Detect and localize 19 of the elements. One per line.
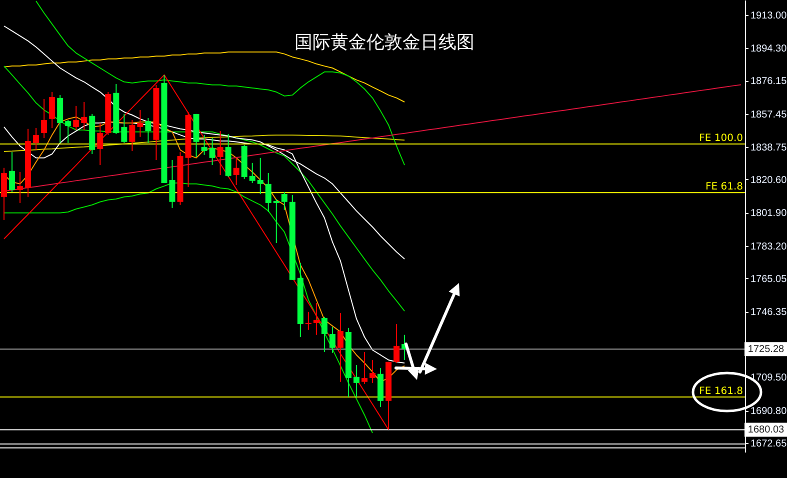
y-tick-label: 1801.90	[750, 208, 787, 220]
ref-line-label: 1680.03	[748, 424, 785, 436]
y-tick-label: 1690.80	[750, 406, 787, 418]
ref-line-label: FE 100.0	[699, 133, 743, 144]
y-tick-label: 1857.45	[750, 109, 787, 120]
y-tick-label: 1820.60	[750, 174, 787, 186]
y-tick-label: 1876.15	[750, 76, 787, 88]
y-tick-label: 1672.65	[750, 438, 787, 450]
y-tick-label: 1894.30	[750, 44, 787, 55]
ref-line-label: 1725.28	[748, 344, 785, 356]
y-tick-label: 1709.50	[750, 372, 787, 384]
y-tick-label: 1838.75	[750, 142, 787, 154]
ref-line-label: FE 61.8	[705, 182, 743, 193]
ref-line-label: FE 161.8	[699, 386, 743, 397]
text: 国际黄金伦敦金日线图	[294, 32, 474, 53]
y-tick-label: 1746.35	[750, 307, 787, 318]
y-tick-label: 1913.00	[750, 10, 787, 22]
y-tick-label: 1783.20	[750, 242, 787, 253]
y-tick-label: 1765.05	[750, 274, 787, 285]
